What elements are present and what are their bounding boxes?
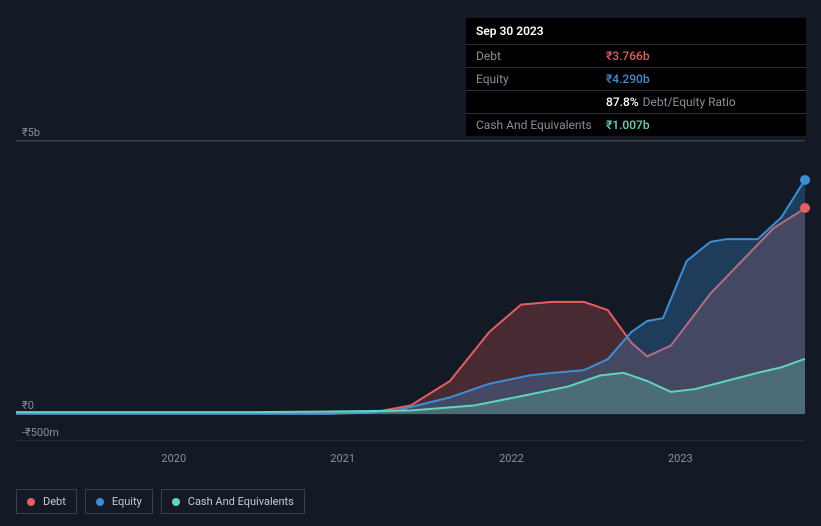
series-end-marker <box>800 203 810 213</box>
x-axis-tick-label: 2022 <box>499 452 524 465</box>
tooltip-row-value: ₹3.766b <box>606 49 650 63</box>
legend-item[interactable]: Equity <box>85 489 153 514</box>
x-axis-tick-label: 2023 <box>668 452 693 465</box>
legend-item-label: Debt <box>43 495 66 508</box>
tooltip-row-label: Debt <box>476 49 606 63</box>
chart-svg <box>16 141 805 441</box>
tooltip-row: Equity₹4.290b <box>466 67 806 90</box>
tooltip-row-label <box>476 95 606 109</box>
financials-chart: ₹5b₹0-₹500m2020202120222023 <box>16 120 805 460</box>
x-axis-tick-label: 2020 <box>161 452 186 465</box>
y-axis-tick-label: ₹0 <box>22 399 34 412</box>
tooltip-date: Sep 30 2023 <box>466 18 806 44</box>
legend-dot-icon <box>172 498 180 506</box>
chart-tooltip: Sep 30 2023 Debt₹3.766bEquity₹4.290b87.8… <box>466 18 806 136</box>
chart-plot-area[interactable] <box>16 140 805 440</box>
legend-item[interactable]: Debt <box>16 489 77 514</box>
legend-item-label: Equity <box>112 495 142 508</box>
tooltip-row-value: 87.8% <box>606 95 639 109</box>
tooltip-row: Debt₹3.766b <box>466 44 806 67</box>
legend-item[interactable]: Cash And Equivalents <box>161 489 305 514</box>
legend-dot-icon <box>96 498 104 506</box>
series-end-marker <box>800 175 810 185</box>
tooltip-row-label: Equity <box>476 72 606 86</box>
chart-legend: Debt Equity Cash And Equivalents <box>16 489 305 514</box>
y-axis-tick-label: ₹5b <box>22 126 40 139</box>
tooltip-row: 87.8% Debt/Equity Ratio <box>466 90 806 113</box>
legend-item-label: Cash And Equivalents <box>188 495 294 508</box>
y-axis-tick-label: -₹500m <box>22 426 59 439</box>
tooltip-row-suffix: Debt/Equity Ratio <box>643 95 736 109</box>
legend-dot-icon <box>27 498 35 506</box>
x-axis-tick-label: 2021 <box>330 452 355 465</box>
tooltip-row-value: ₹4.290b <box>606 72 650 86</box>
